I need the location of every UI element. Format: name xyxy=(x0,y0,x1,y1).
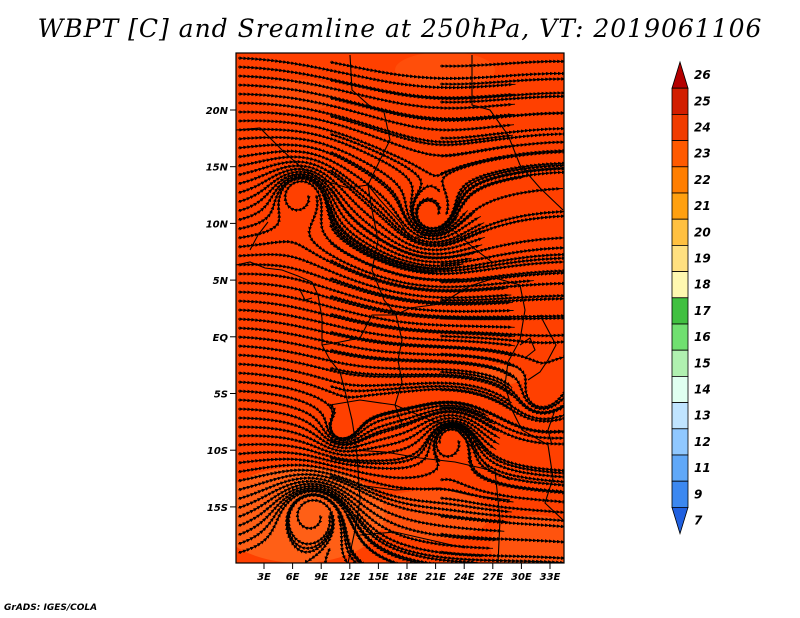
streamline xyxy=(439,94,564,105)
lat-tick-label: 15S xyxy=(207,503,228,514)
lat-tick-label: 10S xyxy=(207,446,228,457)
wbpt-cool-region xyxy=(260,79,340,111)
streamline xyxy=(439,496,564,514)
colorbar-label: 26 xyxy=(694,68,711,82)
streamline xyxy=(439,316,564,321)
colorbar-label: 23 xyxy=(694,147,711,161)
colorbar-label: 21 xyxy=(694,199,711,213)
wbpt-cool-region xyxy=(490,515,564,563)
country-borders xyxy=(236,54,564,563)
streamline xyxy=(336,514,351,563)
colorbar-segment xyxy=(671,244,689,272)
streamline xyxy=(439,334,564,345)
streamline xyxy=(439,126,564,140)
lon-tick-label: 21E xyxy=(425,572,446,583)
colorbar-label: 18 xyxy=(694,278,711,292)
colorbar-segment xyxy=(671,218,689,246)
colorbar-label: 25 xyxy=(694,94,711,108)
colorbar-segment xyxy=(671,454,689,482)
lat-tick-label: 10N xyxy=(206,219,229,230)
colorbar-segment xyxy=(671,349,689,377)
lat-tick-label: 5N xyxy=(213,276,229,287)
streamline xyxy=(322,194,564,273)
streamline xyxy=(439,111,564,123)
streamline xyxy=(439,59,564,68)
colorbar-segment xyxy=(671,428,689,456)
streamline xyxy=(355,514,564,563)
colorbar-segment xyxy=(671,297,689,325)
colorbar-label: 16 xyxy=(694,330,711,344)
lon-tick-label: 30E xyxy=(511,572,532,583)
wbpt-cool-region xyxy=(395,53,495,88)
lon-tick-label: 33E xyxy=(540,572,561,583)
longitude-axis: 3E 6E 9E 12E 15E 18E 21E 24E 27E 30E 33E xyxy=(257,563,561,583)
colorbar-label: 19 xyxy=(694,252,711,266)
colorbar-segment xyxy=(671,140,689,168)
colorbar-label: 9 xyxy=(694,487,702,501)
colorbar-segment xyxy=(671,375,689,403)
lon-tick-label: 15E xyxy=(368,572,389,583)
colorbar-segment xyxy=(671,323,689,351)
map-frame xyxy=(235,52,565,564)
lon-tick-label: 27E xyxy=(482,572,503,583)
streamline xyxy=(440,150,564,216)
colorbar: 26 25 24 23 22 21 20 19 18 17 16 15 14 13 12 11 9 7 xyxy=(671,60,711,535)
colorbar-segment xyxy=(671,60,689,89)
colorbar-label: 20 xyxy=(694,225,711,239)
colorbar-segment xyxy=(671,166,689,194)
streamline xyxy=(473,439,564,479)
chart-title: WBPT [C] and Sreamline at 250hPa, VT: 20… xyxy=(37,14,763,43)
streamline xyxy=(439,294,564,303)
colorbar-label: 22 xyxy=(694,173,711,187)
colorbar-label: 15 xyxy=(694,356,711,370)
streamline xyxy=(439,77,564,86)
colorbar-segment xyxy=(671,480,689,508)
lat-tick-label: 5S xyxy=(214,390,228,401)
colorbar-segment xyxy=(671,506,689,535)
colorbar-label: 13 xyxy=(694,409,711,423)
colorbar-segment xyxy=(671,192,689,220)
colorbar-segment xyxy=(671,402,689,430)
lon-tick-label: 9E xyxy=(314,572,328,583)
colorbar-label: 14 xyxy=(694,383,711,397)
lon-tick-label: 18E xyxy=(397,572,418,583)
lon-tick-label: 12E xyxy=(339,572,360,583)
latitude-axis: 20N 15N 10N 5N EQ 5S 10S 15S xyxy=(206,106,236,514)
colorbar-label: 12 xyxy=(694,435,711,449)
streamlines xyxy=(237,56,564,563)
streamline xyxy=(307,194,534,289)
colorbar-segment xyxy=(671,114,689,142)
colorbar-label: 7 xyxy=(694,514,703,528)
lon-tick-label: 6E xyxy=(286,572,300,583)
colorbar-label: 11 xyxy=(694,461,711,475)
lon-tick-label: 3E xyxy=(257,572,271,583)
colorbar-label: 24 xyxy=(694,121,711,135)
grads-credit: GrADS: IGES/COLA xyxy=(4,603,98,613)
streamline xyxy=(464,439,564,495)
lat-tick-label: 20N xyxy=(206,106,229,117)
lat-tick-label: EQ xyxy=(213,333,229,344)
map-panel xyxy=(236,53,564,563)
colorbar-segment xyxy=(671,87,689,115)
streamline xyxy=(453,167,564,216)
lat-tick-label: 15N xyxy=(206,163,229,174)
colorbar-label: 17 xyxy=(694,304,711,318)
lon-tick-label: 24E xyxy=(454,572,475,583)
colorbar-segment xyxy=(671,271,689,299)
